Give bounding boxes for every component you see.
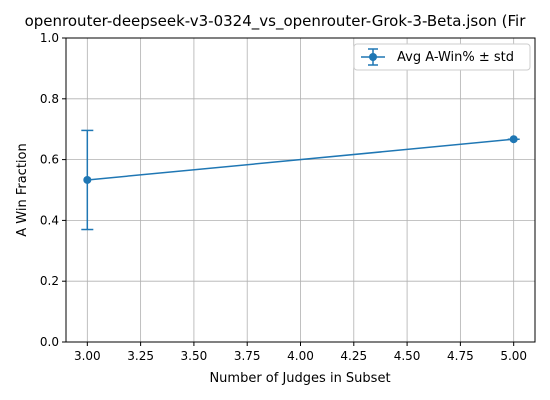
series-layer <box>81 129 520 231</box>
x-tick-label: 4.75 <box>447 349 474 363</box>
x-tick-label: 3.75 <box>234 349 261 363</box>
y-tick-label: 0.2 <box>40 274 59 288</box>
x-tick-label: 4.50 <box>394 349 421 363</box>
y-tick-label: 0.4 <box>40 213 59 227</box>
chart-title: openrouter-deepseek-v3-0324_vs_openroute… <box>25 12 527 31</box>
y-axis-label: A Win Fraction <box>15 143 30 236</box>
y-tick-label: 0.0 <box>40 335 59 349</box>
legend: Avg A-Win% ± std <box>353 43 531 71</box>
data-point <box>509 135 518 144</box>
x-tick-label: 3.00 <box>74 349 101 363</box>
x-tick-label: 5.00 <box>500 349 527 363</box>
x-tick-label: 4.25 <box>340 349 367 363</box>
legend-label: Avg A-Win% ± std <box>397 50 514 65</box>
x-tick-label: 3.25 <box>127 349 154 363</box>
x-axis-label: Number of Judges in Subset <box>209 371 390 386</box>
series-line <box>87 138 514 181</box>
y-tick-label: 0.6 <box>40 153 59 167</box>
x-tick-label: 4.00 <box>287 349 314 363</box>
data-point <box>83 175 92 184</box>
y-axis: 0.0 0.2 0.4 0.6 0.8 1.0 <box>40 31 66 349</box>
x-tick-label: 3.50 <box>181 349 208 363</box>
legend-marker <box>369 53 377 61</box>
x-axis: 3.00 3.25 3.50 3.75 4.00 4.25 4.50 4.75 5.00 <box>74 342 527 363</box>
y-tick-label: 0.8 <box>40 92 59 106</box>
y-tick-label: 1.0 <box>40 31 59 45</box>
legend-box <box>353 43 531 71</box>
